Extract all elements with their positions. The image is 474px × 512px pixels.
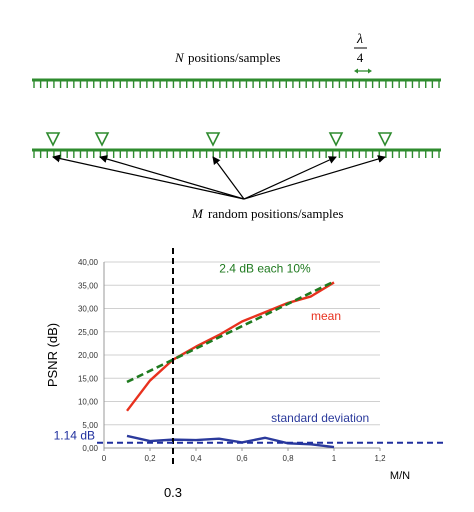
std-annotation: standard deviation	[271, 411, 369, 425]
ruler-all-positions	[32, 78, 441, 88]
series-line-standard-deviation	[126, 434, 335, 449]
y-tick-label: 5,00	[82, 421, 98, 430]
sample-marker-icon	[45, 132, 61, 147]
x-tick-label: 0,4	[190, 454, 202, 463]
series-layer	[126, 280, 335, 449]
top-diagram: N positions/samples λ 4 M random positio…	[32, 32, 441, 221]
y-tick-label: 35,00	[78, 281, 99, 290]
y-tick-label: 30,00	[78, 305, 99, 314]
selection-arrow	[52, 154, 245, 200]
chart: 0,00 5,00 10,00 15,00 20,00 25,00 30,00 35,00 40…	[45, 248, 445, 500]
series-line-mean	[126, 281, 335, 412]
x-tick-label: 0	[102, 454, 107, 463]
y-gridlines	[104, 261, 380, 426]
y-axis-label: PSNR (dB)	[45, 323, 60, 387]
sample-markers	[45, 132, 393, 147]
x-tick-label: 0,2	[144, 454, 156, 463]
sample-marker-icon	[94, 132, 110, 147]
trend-annotation: 2.4 dB each 10%	[219, 262, 311, 276]
selection-arrows	[52, 154, 386, 200]
m-label-text: random positions/samples	[208, 206, 343, 221]
lambda-numerator: λ	[356, 32, 363, 47]
y-tick-label: 40,00	[78, 258, 99, 267]
x-axis-label: M/N	[390, 470, 410, 482]
threshold-horizontal-label: 1.14 dB	[54, 429, 95, 443]
ruler-random-positions	[32, 148, 441, 158]
sample-marker-icon	[205, 132, 221, 147]
selection-arrow	[243, 155, 386, 200]
x-tick-label: 1,2	[374, 454, 386, 463]
mean-annotation: mean	[311, 309, 341, 323]
selection-arrow	[99, 155, 245, 200]
y-tick-label: 0,00	[82, 444, 98, 453]
y-tick-labels: 0,00 5,00 10,00 15,00 20,00 25,00 30,00 35,00 40…	[78, 258, 99, 453]
n-label-var: N	[174, 50, 185, 65]
x-tick-label: 1	[332, 454, 337, 463]
threshold-vertical-label: 0.3	[164, 485, 182, 500]
sample-marker-icon	[328, 132, 344, 147]
selection-arrow	[212, 156, 245, 200]
selection-arrow	[243, 156, 337, 200]
y-tick-label: 25,00	[78, 328, 99, 337]
y-tick-label: 20,00	[78, 351, 99, 360]
y-tick-label: 15,00	[78, 374, 99, 383]
x-tick-labels: 0 0,2 0,4 0,6 0,8 1 1,2	[102, 448, 386, 463]
x-tick-label: 0,6	[236, 454, 248, 463]
lambda-denominator: 4	[357, 50, 364, 65]
spacing-arrow-icon	[354, 68, 372, 74]
x-tick-label: 0,8	[282, 454, 294, 463]
y-tick-label: 10,00	[78, 398, 99, 407]
m-label-var: M	[191, 206, 204, 221]
n-label-text: positions/samples	[188, 50, 280, 65]
trend-line	[126, 280, 335, 384]
sample-marker-icon	[377, 132, 393, 147]
